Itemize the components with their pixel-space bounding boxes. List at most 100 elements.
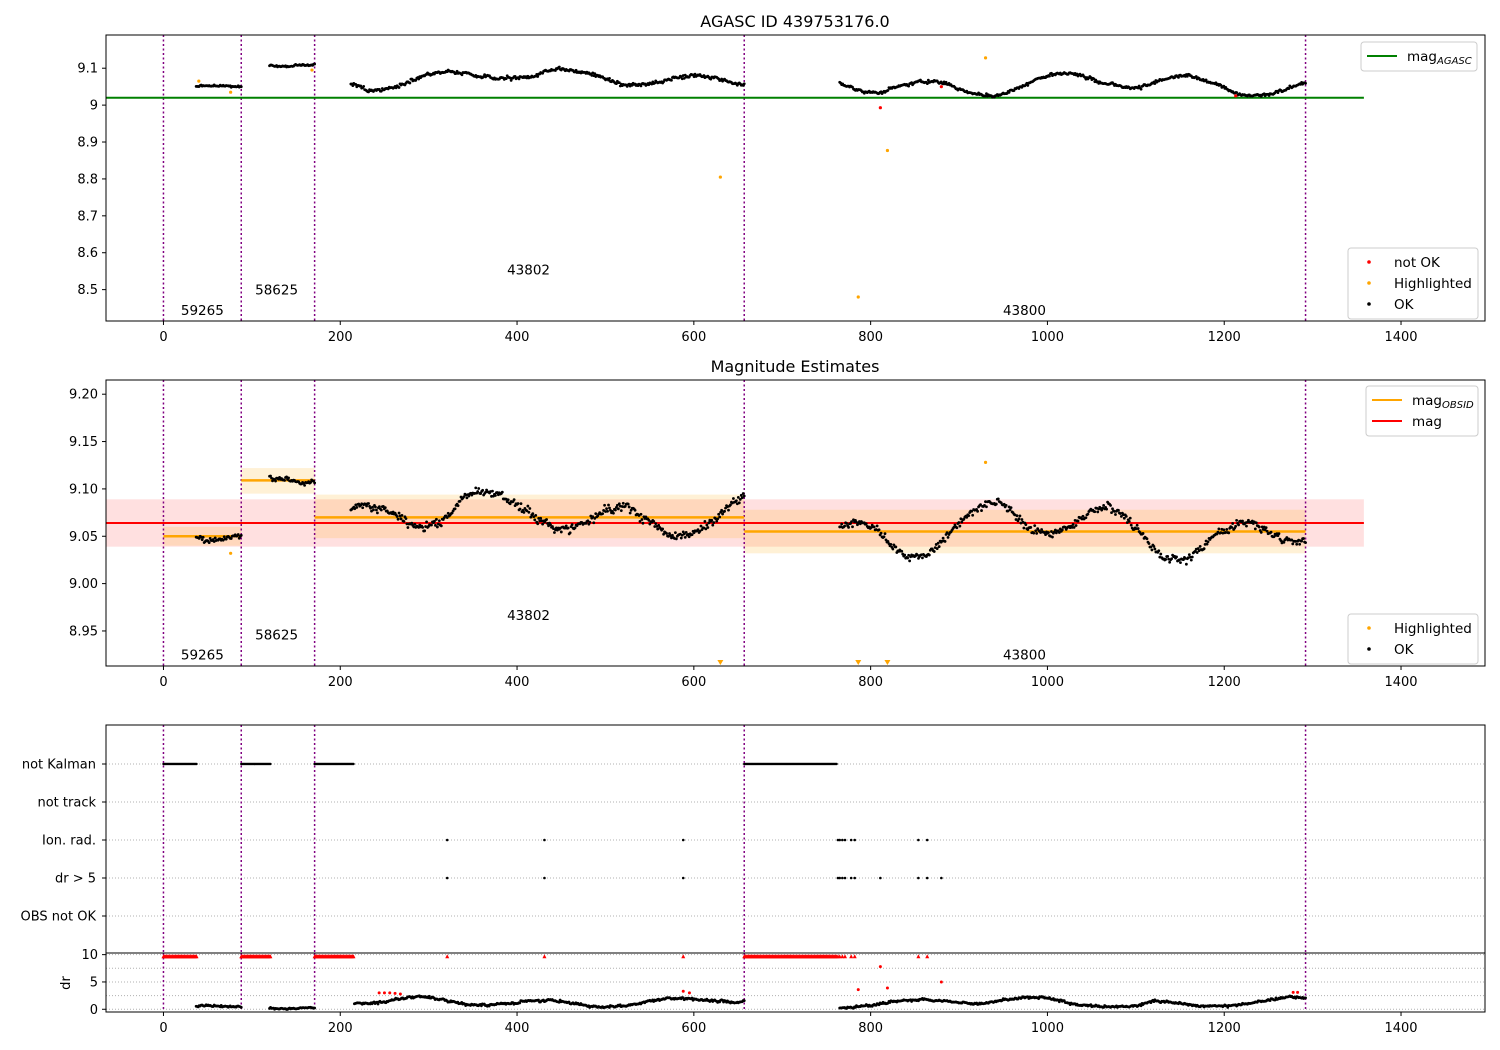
ok-point	[410, 521, 414, 525]
ok-point	[889, 543, 893, 546]
y-tick-label: 5	[90, 975, 98, 990]
ok-point	[607, 503, 610, 507]
ok-point	[683, 535, 687, 539]
ok-point	[737, 501, 741, 505]
x-tick-label: 600	[681, 330, 706, 345]
ok-point	[1119, 514, 1123, 518]
ok-point	[1234, 524, 1238, 528]
ok-point	[656, 527, 660, 531]
ok-point	[462, 495, 466, 499]
ok-point	[207, 541, 211, 545]
ok-point	[847, 525, 850, 529]
ok-point	[423, 529, 427, 533]
ok-point	[884, 538, 888, 542]
dr-red-point	[681, 989, 685, 993]
flag-point	[195, 762, 198, 766]
ok-point	[724, 506, 727, 510]
ok-point	[376, 1002, 380, 1006]
legend-subscript: OBSID	[1442, 400, 1474, 411]
ok-point	[553, 531, 556, 534]
legend-subscript: AGASC	[1436, 56, 1472, 67]
ok-point	[539, 516, 543, 520]
ok-point	[740, 496, 744, 500]
ok-point	[945, 531, 949, 534]
ok-point	[601, 512, 605, 516]
flag-point	[838, 838, 841, 842]
y-tick-label: 9.05	[69, 530, 98, 545]
flag-point	[843, 838, 847, 842]
ok-point	[1084, 516, 1088, 520]
ok-point	[400, 513, 404, 517]
flag-category-label: not track	[37, 796, 96, 811]
ok-point	[313, 1006, 317, 1010]
ok-point	[1114, 513, 1117, 516]
dr-red-point	[878, 965, 882, 969]
ok-point	[1204, 78, 1208, 82]
ok-point	[521, 508, 525, 512]
ok-point	[1302, 537, 1305, 540]
ok-point	[1195, 551, 1199, 554]
dr-clipped-marker	[268, 954, 273, 959]
ok-point	[1269, 530, 1273, 534]
ok-point	[936, 541, 940, 545]
ok-point	[706, 526, 710, 529]
ok-point	[397, 86, 401, 89]
ok-point	[1134, 527, 1138, 531]
dr-red-point	[687, 991, 691, 995]
ok-point	[1295, 542, 1299, 546]
y-tick-label: 0	[90, 1003, 98, 1018]
ok-point	[983, 504, 986, 507]
ok-point	[679, 536, 683, 540]
ok-point	[1245, 524, 1248, 528]
x-tick-label: 800	[858, 1021, 883, 1036]
ok-point	[508, 502, 512, 506]
ok-point	[1257, 525, 1261, 529]
ok-point	[397, 511, 401, 515]
dr-clipped-marker	[849, 954, 854, 959]
ok-point	[715, 519, 719, 523]
ok-point	[1135, 523, 1139, 527]
ok-point	[712, 521, 716, 524]
ok-point	[937, 545, 941, 548]
ok-point	[935, 547, 939, 550]
legend-dot-swatch	[1367, 647, 1371, 651]
ok-point	[518, 1001, 522, 1005]
ok-point	[882, 535, 886, 539]
ok-point	[221, 538, 225, 542]
ok-point	[1089, 1003, 1093, 1007]
ok-point	[529, 515, 533, 519]
ok-point	[994, 502, 998, 506]
x-tick-label: 1200	[1208, 675, 1241, 690]
ok-point	[732, 497, 735, 500]
ok-point	[526, 504, 530, 508]
legend-label: Highlighted	[1394, 276, 1472, 292]
ok-point	[652, 519, 656, 523]
ok-point	[467, 494, 471, 498]
ok-point	[710, 518, 714, 522]
ok-point	[1304, 541, 1307, 545]
ok-point	[1105, 507, 1109, 511]
ok-point	[984, 94, 987, 98]
middle-chart-title: Magnitude Estimates	[711, 357, 880, 376]
ok-point	[729, 503, 732, 507]
ok-point	[1050, 530, 1053, 533]
top-chart-title: AGASC ID 439753176.0	[700, 12, 889, 31]
ok-point	[855, 520, 858, 524]
ok-point	[1290, 538, 1294, 542]
ok-point	[648, 522, 652, 526]
flag-category-label: Ion. rad.	[42, 834, 96, 849]
offscale-marker	[855, 660, 862, 665]
ok-point	[395, 515, 399, 518]
highlighted-point	[718, 175, 722, 179]
x-tick-label: 1400	[1384, 1021, 1417, 1036]
ok-point	[1029, 526, 1033, 529]
ok-point	[962, 517, 966, 521]
flag-point	[849, 876, 853, 880]
ok-point	[522, 510, 526, 514]
ok-point	[673, 531, 677, 535]
ok-point	[1198, 544, 1202, 548]
ok-point	[588, 520, 592, 524]
ok-point	[696, 528, 700, 532]
ok-point	[721, 512, 724, 516]
ok-point	[1304, 81, 1307, 85]
